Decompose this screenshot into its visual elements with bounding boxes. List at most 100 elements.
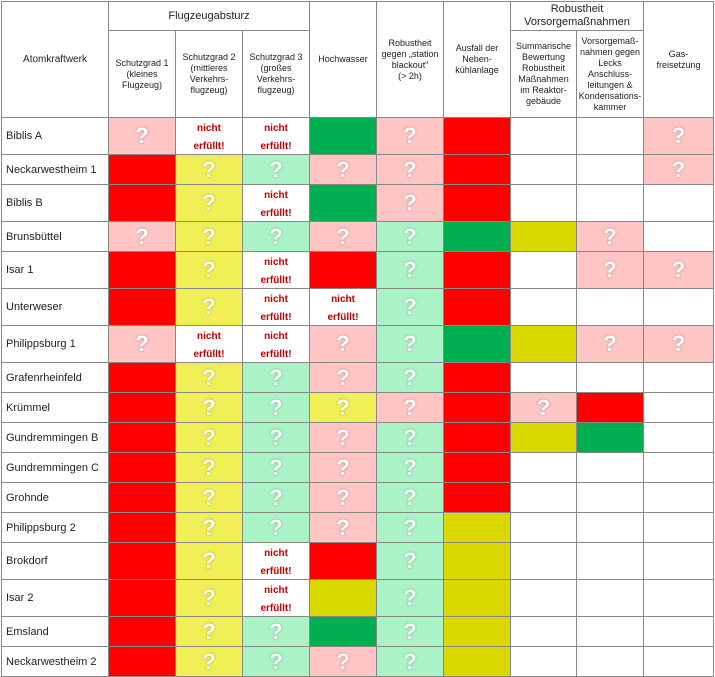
status-cell: [309, 542, 378, 580]
plant-name: Gundremmingen C: [1, 452, 109, 483]
status-cell: [309, 579, 378, 617]
not-met-label: nicht erfüllt!: [193, 331, 225, 360]
status-cell: ?: [175, 542, 243, 580]
status-cell: ?: [241, 512, 311, 543]
unknown-mark: ?: [403, 223, 417, 249]
status-cell: ?: [175, 288, 243, 326]
plant-name: Biblis B: [1, 184, 109, 222]
unknown-mark: ?: [202, 484, 216, 510]
status-cell: ?: [241, 616, 311, 647]
status-cell: [443, 325, 512, 363]
not-met-label: nicht erfüllt!: [260, 331, 292, 360]
unknown-mark: ?: [202, 514, 216, 540]
unknown-mark: ?: [269, 648, 283, 674]
plant-name: Brokdorf: [1, 542, 109, 580]
status-cell: [643, 362, 715, 393]
unknown-mark: ?: [603, 223, 617, 249]
status-cell: [309, 184, 378, 222]
status-cell: [443, 288, 512, 326]
status-cell: [108, 392, 176, 423]
status-cell: ?: [376, 288, 445, 326]
unknown-mark: ?: [603, 257, 617, 282]
column-header: Gas- freisetzung: [643, 1, 715, 118]
status-cell: [576, 579, 645, 617]
unknown-mark: ?: [403, 618, 417, 644]
status-cell: [510, 616, 578, 647]
unknown-mark: ?: [403, 585, 417, 610]
status-cell: ?: [643, 251, 715, 289]
status-cell: [510, 251, 578, 289]
status-cell: [510, 288, 578, 326]
status-cell: ?: [376, 646, 445, 677]
status-cell: ?: [376, 452, 445, 483]
unknown-mark: ?: [403, 424, 417, 450]
status-cell: ?: [376, 616, 445, 647]
status-cell: ?: [376, 579, 445, 617]
plant-name: Isar 2: [1, 579, 109, 617]
unknown-mark: ?: [202, 618, 216, 644]
plant-name: Philippsburg 1: [1, 325, 109, 363]
status-cell: [576, 362, 645, 393]
status-cell: ?: [108, 325, 176, 363]
column-header: Hochwasser: [309, 1, 378, 118]
status-cell: [576, 512, 645, 543]
status-cell: ?: [175, 482, 243, 513]
not-met-label: nicht erfüllt!: [327, 294, 359, 323]
status-cell: ?: [241, 422, 311, 453]
status-cell: nicht erfüllt!: [241, 288, 311, 326]
status-cell: ?: [643, 325, 715, 363]
unknown-mark: ?: [269, 484, 283, 510]
status-cell: [443, 452, 512, 483]
status-cell: [510, 482, 578, 513]
not-met-label: nicht erfüllt!: [260, 190, 292, 219]
group-header: Robustheit Vorsorgemaßnahmen: [510, 1, 645, 31]
not-met-label: nicht erfüllt!: [260, 585, 292, 614]
unknown-mark: ?: [671, 156, 686, 182]
unknown-mark: ?: [336, 424, 350, 450]
unknown-mark: ?: [403, 190, 417, 215]
unknown-mark: ?: [336, 223, 350, 249]
status-cell: ?: [309, 325, 378, 363]
status-cell: [108, 452, 176, 483]
status-cell: ?: [175, 579, 243, 617]
status-cell: ?: [376, 362, 445, 393]
column-header: Vorsorgemaß- nahmen gegen Lecks Anschlus…: [576, 30, 645, 118]
column-header: Schutzgrad 1 (kleines Flugzeug): [108, 30, 176, 118]
status-cell: [108, 184, 176, 222]
plant-name: Neckarwestheim 2: [1, 646, 109, 677]
status-cell: [643, 221, 715, 252]
status-cell: ?: [576, 221, 645, 252]
unknown-mark: ?: [403, 123, 417, 148]
status-cell: ?: [175, 422, 243, 453]
status-cell: ?: [241, 646, 311, 677]
status-cell: [108, 422, 176, 453]
status-cell: [576, 452, 645, 483]
status-cell: [576, 422, 645, 453]
status-cell: ?: [309, 452, 378, 483]
status-cell: ?: [175, 646, 243, 677]
status-cell: ?: [309, 422, 378, 453]
status-cell: ?: [309, 482, 378, 513]
status-cell: ?: [376, 154, 445, 185]
status-cell: ?: [241, 392, 311, 423]
status-cell: [510, 452, 578, 483]
unknown-mark: ?: [269, 618, 283, 644]
status-cell: [309, 117, 378, 155]
unknown-mark: ?: [269, 364, 283, 390]
not-met-label: nicht erfüllt!: [260, 548, 292, 577]
status-cell: [443, 616, 512, 647]
plant-name: Isar 1: [1, 251, 109, 289]
unknown-mark: ?: [202, 394, 216, 420]
unknown-mark: ?: [135, 223, 149, 249]
status-cell: ?: [309, 154, 378, 185]
unknown-mark: ?: [671, 123, 686, 148]
status-cell: ?: [376, 482, 445, 513]
not-met-label: nicht erfüllt!: [260, 257, 292, 286]
unknown-mark: ?: [202, 424, 216, 450]
status-cell: [643, 616, 715, 647]
status-cell: ?: [175, 184, 243, 222]
status-cell: [443, 512, 512, 543]
status-cell: nicht erfüllt!: [175, 325, 243, 363]
not-met-label: nicht erfüllt!: [193, 123, 225, 152]
status-cell: ?: [175, 251, 243, 289]
